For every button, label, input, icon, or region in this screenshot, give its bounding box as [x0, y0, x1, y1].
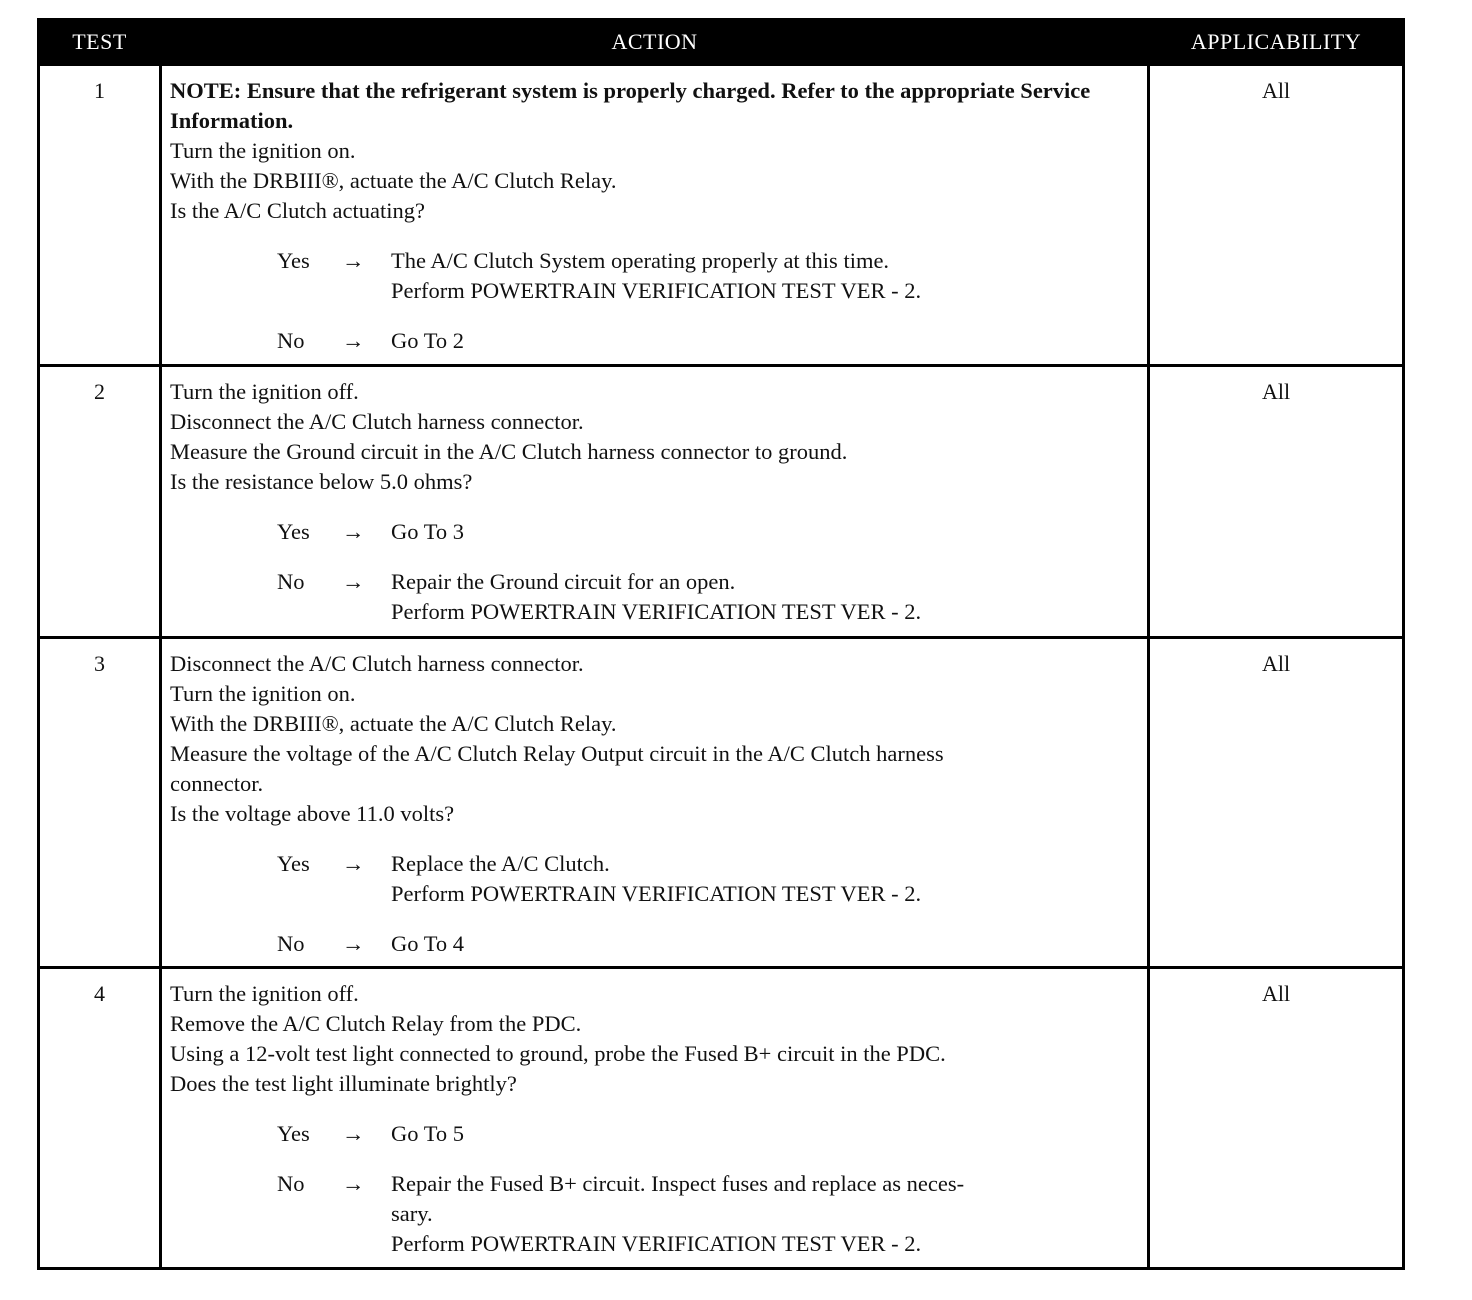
action-cell: Disconnect the A/C Clutch harness connec…	[159, 639, 1150, 966]
arrow-right-icon: →	[342, 328, 365, 353]
applicability: All	[1261, 379, 1291, 404]
outcome-no: No → Repair the Ground circuit for an open…	[170, 567, 1147, 627]
outcome-answer: No	[277, 328, 305, 353]
outcome-answer: No	[277, 1171, 305, 1196]
outcome-no: No → Go To 4	[170, 929, 1147, 959]
outcome-line: Replace the A/C Clutch.	[391, 851, 610, 876]
header-test: TEST	[72, 29, 127, 54]
outcome-yes: Yes → Go To 5	[170, 1119, 1147, 1149]
action-line: Disconnect the A/C Clutch harness connec…	[170, 651, 584, 676]
outcome-answer: Yes	[277, 1121, 310, 1146]
outcome-line: sary.	[391, 1201, 433, 1226]
outcome-text: Go To 3	[391, 517, 1147, 547]
outcome-line: Perform POWERTRAIN VERIFICATION TEST VER…	[391, 1231, 922, 1256]
outcome-line: Perform POWERTRAIN VERIFICATION TEST VER…	[391, 599, 922, 624]
outcome-line: The A/C Clutch System operating properly…	[391, 248, 890, 273]
outcome-text: Repair the Fused B+ circuit. Inspect fus…	[391, 1169, 1147, 1259]
outcome-answer: No	[277, 569, 305, 594]
outcome-text: Replace the A/C Clutch. Perform POWERTRAI…	[391, 849, 1147, 909]
table-row: 2 Turn the ignition off. Disconnect the A/…	[40, 364, 1402, 636]
test-number: 2	[94, 379, 105, 404]
outcome-line: Perform POWERTRAIN VERIFICATION TEST VER…	[391, 881, 922, 906]
table-body: 1 NOTE: Ensure that the refrigerant syste…	[40, 63, 1402, 1267]
outcome-line: Perform POWERTRAIN VERIFICATION TEST VER…	[391, 278, 922, 303]
outcome-answer: Yes	[277, 851, 310, 876]
note-text: NOTE: Ensure that the refrigerant system…	[170, 78, 1091, 133]
outcome-line: Go To 5	[391, 1121, 465, 1146]
table-header: TEST ACTION APPLICABILITY	[40, 21, 1402, 63]
arrow-right-icon: →	[342, 1121, 365, 1146]
arrow-right-icon: →	[342, 569, 365, 594]
outcome-answer: Yes	[277, 519, 310, 544]
action-line: Measure the Ground circuit in the A/C Cl…	[170, 439, 848, 464]
applicability: All	[1261, 981, 1291, 1006]
outcome-text: Go To 5	[391, 1119, 1147, 1149]
action-line: Is the voltage above 11.0 volts?	[170, 801, 455, 826]
outcome-text: Repair the Ground circuit for an open. Pe…	[391, 567, 1147, 627]
table-row: 1 NOTE: Ensure that the refrigerant syste…	[40, 63, 1402, 364]
action-line: Does the test light illuminate brightly?	[170, 1071, 517, 1096]
action-line: Using a 12-volt test light connected to …	[170, 1041, 946, 1066]
action-line: With the DRBIII®, actuate the A/C Clutch…	[170, 168, 617, 193]
outcome-line: Repair the Ground circuit for an open.	[391, 569, 736, 594]
outcome-line: Go To 2	[391, 328, 465, 353]
applicability: All	[1261, 78, 1291, 103]
applicability: All	[1261, 651, 1291, 676]
action-line: Turn the ignition off.	[170, 379, 359, 404]
outcome-no: No → Repair the Fused B+ circuit. Inspect …	[170, 1169, 1147, 1259]
action-line: Remove the A/C Clutch Relay from the PDC…	[170, 1011, 582, 1036]
arrow-right-icon: →	[342, 931, 365, 956]
action-line: With the DRBIII®, actuate the A/C Clutch…	[170, 711, 617, 736]
table-row: 4 Turn the ignition off. Remove the A/C Cl…	[40, 966, 1402, 1267]
table-row: 3 Disconnect the A/C Clutch harness conne…	[40, 636, 1402, 966]
action-line: Measure the voltage of the A/C Clutch Re…	[170, 741, 944, 766]
outcome-answer: Yes	[277, 248, 310, 273]
outcome-line: Repair the Fused B+ circuit. Inspect fus…	[391, 1171, 965, 1196]
arrow-right-icon: →	[342, 248, 365, 273]
header-applicability: APPLICABILITY	[1190, 29, 1362, 54]
outcome-yes: Yes → Replace the A/C Clutch. Perform POWER…	[170, 849, 1147, 909]
action-cell: Turn the ignition off. Remove the A/C Clu…	[159, 969, 1150, 1267]
action-line: Turn the ignition off.	[170, 981, 359, 1006]
test-number: 3	[94, 651, 105, 676]
outcome-answer: No	[277, 931, 305, 956]
diagnostic-test-table: TEST ACTION APPLICABILITY 1 NOTE: Ensure …	[37, 18, 1405, 1270]
arrow-right-icon: →	[342, 1171, 365, 1196]
header-action: ACTION	[611, 29, 698, 54]
outcome-yes: Yes → The A/C Clutch System operating prop…	[170, 246, 1147, 306]
outcome-text: Go To 4	[391, 929, 1147, 959]
action-line: Disconnect the A/C Clutch harness connec…	[170, 409, 584, 434]
test-number: 4	[94, 981, 105, 1006]
outcome-text: The A/C Clutch System operating properly…	[391, 246, 1147, 306]
action-cell: Turn the ignition off. Disconnect the A/C…	[159, 367, 1150, 636]
action-line: connector.	[170, 771, 264, 796]
arrow-right-icon: →	[342, 851, 365, 876]
outcome-line: Go To 3	[391, 519, 465, 544]
action-line: Is the A/C Clutch actuating?	[170, 198, 425, 223]
action-cell: NOTE: Ensure that the refrigerant system…	[159, 66, 1150, 364]
action-line: Is the resistance below 5.0 ohms?	[170, 469, 473, 494]
action-line: Turn the ignition on.	[170, 681, 356, 706]
outcome-yes: Yes → Go To 3	[170, 517, 1147, 547]
test-number: 1	[94, 78, 105, 103]
outcome-line: Go To 4	[391, 931, 465, 956]
outcome-text: Go To 2	[391, 326, 1147, 356]
arrow-right-icon: →	[342, 519, 365, 544]
action-line: Turn the ignition on.	[170, 138, 356, 163]
outcome-no: No → Go To 2	[170, 326, 1147, 356]
